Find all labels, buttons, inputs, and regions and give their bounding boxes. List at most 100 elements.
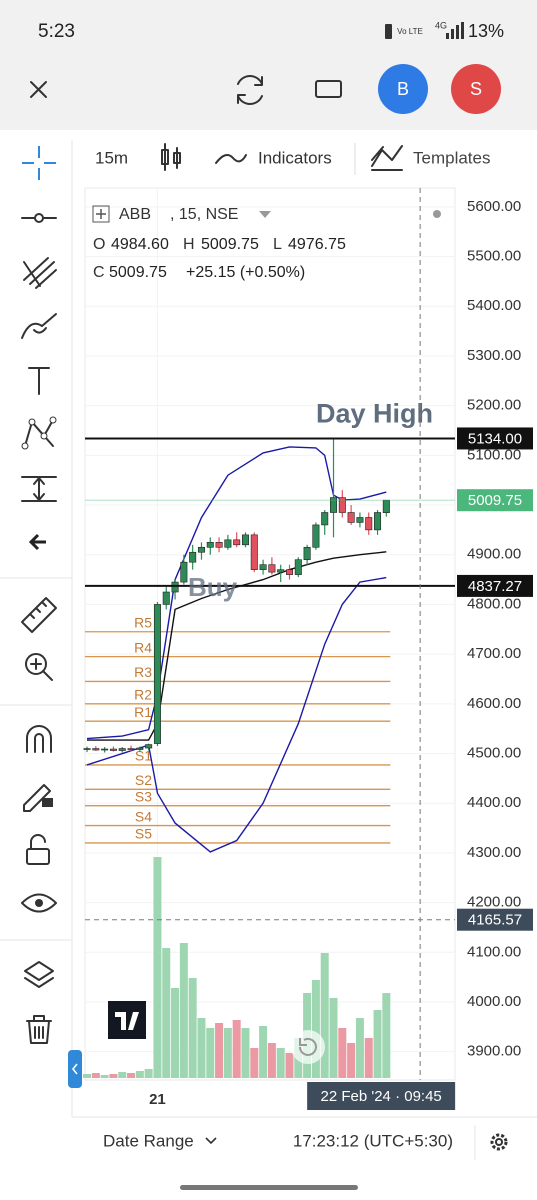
volume-bar — [232, 1020, 241, 1078]
legend-toggle[interactable] — [92, 205, 110, 223]
templates-button[interactable]: Templates — [413, 148, 490, 167]
refresh-button[interactable] — [237, 75, 263, 105]
volume-bar — [162, 948, 171, 1078]
candle-body — [206, 542, 214, 548]
fib-tool[interactable] — [23, 257, 57, 289]
y-tick-label: 4800.00 — [467, 595, 521, 612]
crosshair-x-box — [307, 1082, 456, 1110]
volume-bar — [91, 1073, 100, 1078]
y-tick-label: 4300.00 — [467, 844, 521, 861]
pivot-label: S1 — [135, 748, 152, 764]
legend-interval: , 15, NSE — [170, 206, 238, 223]
legend-value: 5009.75 — [201, 236, 259, 253]
legend-change: +25.15 (+0.50%) — [186, 264, 305, 281]
crosshair-y-label: 4165.57 — [468, 912, 522, 929]
crosshair-y-box — [457, 908, 533, 931]
candle-body — [145, 744, 153, 749]
layout-button[interactable] — [315, 80, 342, 98]
ruler-tool[interactable] — [21, 597, 57, 633]
volume-bar — [329, 998, 338, 1078]
top-background — [0, 0, 537, 130]
candle-body — [303, 546, 311, 561]
vibrate-icon — [385, 24, 392, 39]
pivot-label: R2 — [134, 687, 152, 703]
price-label-box — [457, 574, 533, 597]
x-tick-label: 21 — [149, 1091, 166, 1108]
candle-body — [153, 604, 161, 744]
text-tool[interactable] — [28, 367, 50, 395]
y-tick-label: 5400.00 — [467, 297, 521, 314]
user-button[interactable]: S — [451, 64, 501, 114]
volume-bar — [259, 1026, 268, 1078]
y-tick-label: 4700.00 — [467, 645, 521, 662]
chart-type-button[interactable] — [161, 143, 181, 171]
candle-body — [250, 534, 258, 570]
volume-bar — [144, 1069, 153, 1078]
candle-body — [118, 748, 126, 751]
collapse-tab[interactable] — [68, 1050, 82, 1088]
volume-bar — [276, 1048, 285, 1078]
candle-body — [382, 499, 390, 513]
lock-drawing-tool[interactable] — [23, 784, 53, 812]
candle-body — [224, 539, 232, 548]
y-tick-label: 4400.00 — [467, 794, 521, 811]
volume-bar — [373, 1010, 382, 1078]
zoom-tool[interactable] — [25, 653, 53, 681]
pattern-tool[interactable] — [21, 416, 57, 450]
volume-bar — [188, 978, 197, 1078]
volume-bar — [127, 1073, 136, 1078]
price-label-box — [457, 427, 533, 450]
volume-bar — [382, 993, 391, 1078]
trendline-tool[interactable] — [21, 213, 57, 223]
user-button[interactable]: B — [378, 64, 428, 114]
date-range-button[interactable]: Date Range — [103, 1131, 194, 1150]
volume-bar — [197, 1018, 206, 1078]
delete-tool[interactable] — [26, 1015, 52, 1044]
legend-value: 5009.75 — [109, 264, 167, 281]
y-tick-label: 4900.00 — [467, 546, 521, 563]
legend-value: 4984.60 — [111, 236, 169, 253]
close-button[interactable] — [30, 81, 47, 98]
candle-body — [171, 581, 179, 593]
candle-body — [321, 512, 329, 526]
y-tick-label: 5600.00 — [467, 198, 521, 215]
magnet-tool[interactable] — [26, 725, 52, 753]
legend-key: H — [183, 236, 195, 253]
candle-body — [189, 551, 197, 563]
lock-tool[interactable] — [26, 834, 50, 865]
candle-body — [233, 539, 241, 546]
visibility-tool[interactable] — [21, 893, 57, 913]
brush-tool[interactable] — [21, 313, 57, 339]
y-tick-label: 3900.00 — [467, 1043, 521, 1060]
pivot-label: S5 — [135, 826, 152, 842]
user-button-label: S — [470, 79, 482, 99]
candle-body — [277, 569, 285, 573]
indicators-button[interactable]: Indicators — [258, 148, 332, 167]
crosshair-tool[interactable] — [22, 146, 56, 180]
candle-body — [356, 517, 364, 523]
volume-bar — [223, 1028, 232, 1078]
layers-tool[interactable] — [24, 961, 54, 988]
hide-panel-button[interactable] — [28, 533, 46, 551]
volume-bar — [206, 1028, 215, 1078]
band-line — [86, 576, 387, 853]
crosshair-x-label: 22 Feb '24 · 09:45 — [320, 1088, 441, 1105]
candle-body — [197, 546, 205, 553]
reset-button[interactable] — [291, 1030, 325, 1064]
user-button-label: B — [397, 79, 409, 99]
y-tick-label: 5200.00 — [467, 397, 521, 414]
volume-bar — [179, 943, 188, 1078]
volume-bar — [215, 1023, 224, 1078]
y-tick-label: 4000.00 — [467, 993, 521, 1010]
candle-body — [330, 497, 338, 513]
price-label: 4837.27 — [468, 578, 522, 595]
measure-tool[interactable] — [21, 476, 57, 502]
legend-dropdown[interactable] — [259, 211, 271, 218]
interval-button[interactable]: 15m — [95, 148, 128, 167]
legend-value: 4976.75 — [288, 236, 346, 253]
candle-body — [365, 517, 373, 531]
volume-bar — [241, 1028, 250, 1078]
settings-button[interactable] — [490, 1133, 508, 1151]
volume-bar — [338, 1028, 347, 1078]
